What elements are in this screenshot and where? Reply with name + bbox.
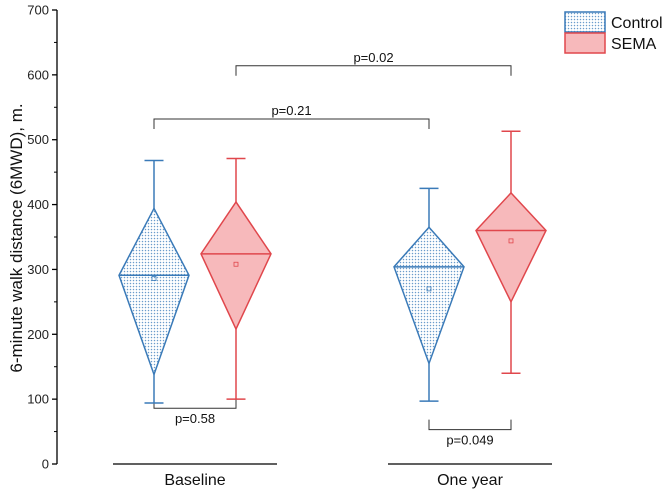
box-control: [118, 159, 190, 404]
box-control: [393, 187, 465, 402]
bracket-line: [428, 419, 512, 431]
legend-swatch-sema: [564, 32, 606, 54]
bracket-line: [153, 118, 430, 129]
box-sema: [200, 157, 272, 400]
mean-marker: [233, 261, 239, 267]
p-value-bracket: p=0.21: [153, 103, 430, 129]
y-tick-label: 400: [27, 197, 49, 212]
legend-label-control: Control: [611, 15, 663, 32]
y-tick-label: 200: [27, 327, 49, 342]
p-value-bracket: p=0.049: [428, 419, 512, 448]
y-tick-label: 500: [27, 132, 49, 147]
p-value-label: p=0.049: [446, 433, 493, 448]
diamond-iqr: [200, 200, 272, 331]
p-value-bracket: p=0.58: [153, 398, 237, 426]
p-value-label: p=0.21: [271, 103, 311, 118]
mean-marker: [426, 286, 432, 292]
mean-marker: [508, 238, 514, 244]
group-labels: Baseline One year: [113, 463, 552, 489]
p-value-bracket: p=0.02: [235, 50, 512, 76]
y-tick-label: 700: [27, 3, 49, 18]
diamond-iqr: [118, 206, 190, 377]
p-value-label: p=0.02: [353, 50, 393, 65]
y-tick-label: 600: [27, 67, 49, 82]
box-plots: [118, 130, 547, 404]
legend-label-sema: SEMA: [611, 36, 657, 53]
legend: Control SEMA: [564, 11, 663, 54]
significance-annotations: p=0.58 p=0.049 p=0.21 p=0.02: [153, 50, 512, 448]
y-tick-label: 100: [27, 392, 49, 407]
bracket-line: [153, 398, 237, 409]
diamond-iqr: [393, 226, 465, 366]
y-tick-label: 300: [27, 262, 49, 277]
legend-swatch-control: [564, 11, 606, 33]
mean-marker: [151, 276, 157, 281]
group-label: One year: [437, 472, 503, 489]
bracket-line: [235, 65, 512, 76]
box-sema: [475, 130, 547, 374]
y-tick-label: 0: [42, 457, 49, 472]
group-label: Baseline: [164, 472, 225, 489]
p-value-label: p=0.58: [175, 411, 215, 426]
diamond-iqr: [475, 191, 547, 304]
y-axis: 0 100 200 300 400 500 600 700: [27, 3, 58, 472]
y-axis-title: 6-minute walk distance (6MWD), m.: [7, 103, 26, 372]
